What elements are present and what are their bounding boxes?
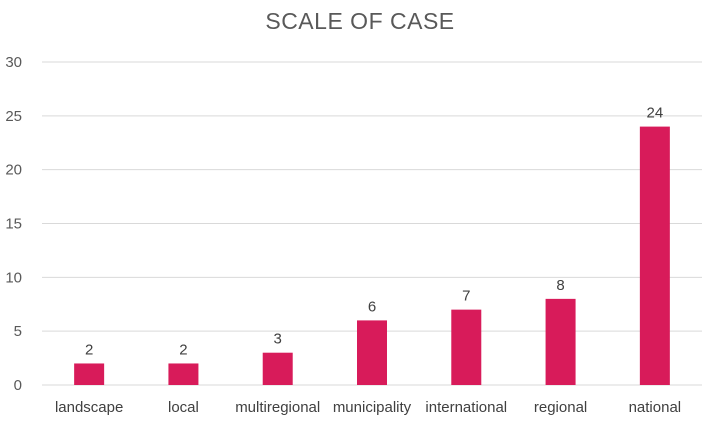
y-tick-label: 20 — [5, 162, 22, 179]
data-label-multiregional: 3 — [274, 331, 282, 348]
x-category-label: local — [168, 399, 199, 416]
y-tick-label: 10 — [5, 269, 22, 286]
bar-municipality — [357, 320, 387, 385]
data-label-regional: 8 — [556, 277, 564, 294]
bar-multiregional — [262, 352, 293, 385]
bar-local — [168, 363, 199, 385]
data-labels: 2 2 3 6 7 8 24 — [85, 105, 663, 359]
bars — [74, 126, 670, 385]
data-label-municipality: 6 — [368, 298, 376, 315]
bar-international — [451, 309, 482, 385]
bar-national — [639, 126, 670, 385]
y-tick-label: 0 — [14, 377, 22, 394]
y-tick-label: 25 — [5, 108, 22, 125]
x-category-label: landscape — [55, 399, 123, 416]
y-axis-ticks: 0 5 10 15 20 25 30 — [5, 54, 22, 394]
data-label-international: 7 — [462, 288, 470, 305]
x-category-label: multiregional — [235, 399, 320, 416]
bar-regional — [545, 298, 576, 385]
x-category-label: municipality — [333, 399, 412, 416]
x-axis-categories: landscape local multiregional municipality i… — [55, 399, 681, 416]
x-category-label: regional — [534, 399, 587, 416]
y-tick-label: 15 — [5, 216, 22, 233]
data-label-local: 2 — [179, 341, 187, 358]
y-tick-label: 5 — [14, 323, 22, 340]
y-tick-label: 30 — [5, 54, 22, 71]
x-category-label: national — [629, 399, 682, 416]
data-label-national: 24 — [647, 105, 664, 122]
x-category-label: international — [425, 399, 507, 416]
bar-landscape — [74, 363, 105, 385]
data-label-landscape: 2 — [85, 341, 93, 358]
chart-title: SCALE OF CASE — [265, 8, 455, 34]
